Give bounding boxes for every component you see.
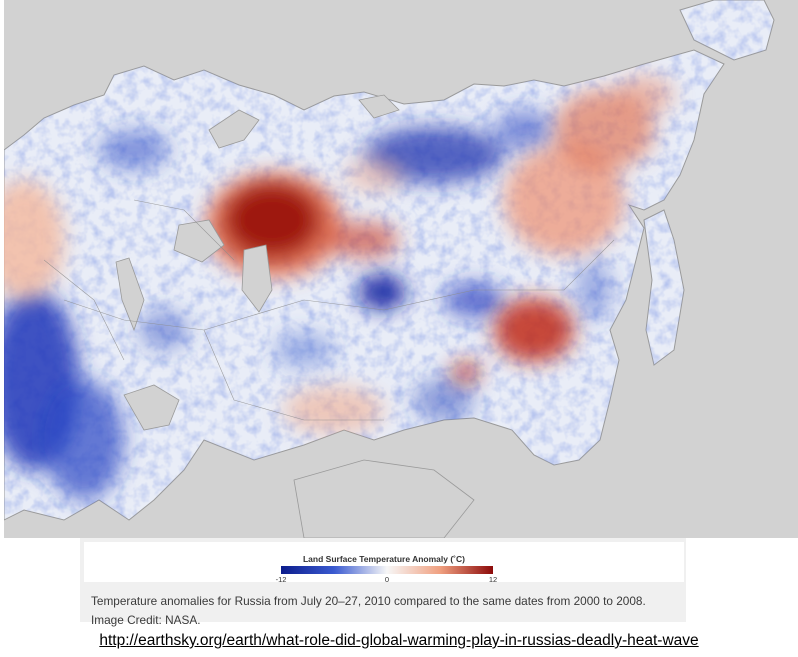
country-borders [43, 199, 615, 421]
water-bodies [115, 94, 475, 538]
caption-panel: Land Surface Temperature Anomaly (˚C) -1… [80, 538, 686, 627]
cold-anomalies [4, 110, 612, 500]
legend-color-bar [281, 566, 493, 574]
temperature-anomaly-map [4, 0, 798, 538]
figure-caption: Temperature anomalies for Russia from Ju… [91, 594, 646, 627]
legend: Land Surface Temperature Anomaly (˚C) -1… [84, 542, 684, 584]
legend-mid-label: 0 [384, 575, 390, 584]
legend-min-label: -12 [275, 575, 287, 584]
legend-max-label: 12 [488, 575, 498, 584]
map-svg [4, 0, 775, 538]
legend-title: Land Surface Temperature Anomaly (˚C) [302, 554, 465, 564]
source-url-link[interactable]: http://earthsky.org/earth/what-role-did-… [99, 632, 699, 649]
warm-anomalies [4, 75, 674, 434]
